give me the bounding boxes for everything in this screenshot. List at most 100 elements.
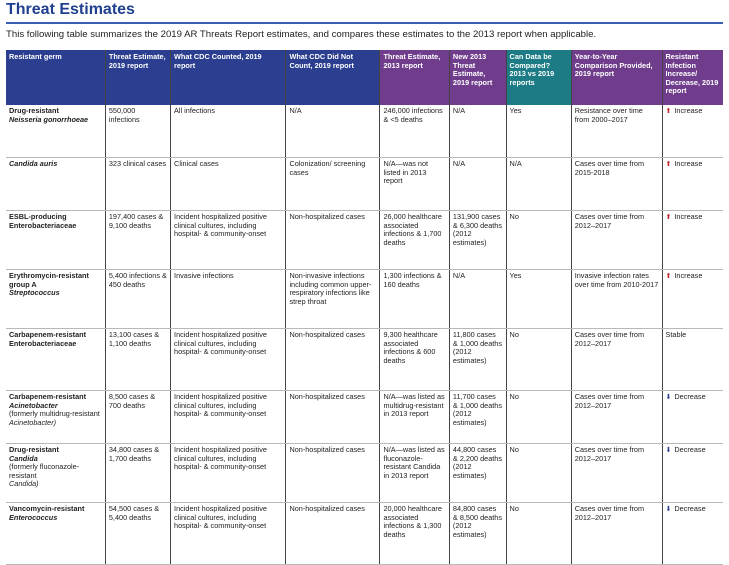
cell-new-2013-estimate: N/A xyxy=(448,105,507,158)
germ-name-part: Carbapenem-resistant Enterobacteriaceae xyxy=(9,330,87,348)
cell-threat-estimate-2019: 54,500 cases & 5,400 deaths xyxy=(104,502,171,565)
germ-name-part: Neisseria gonorrhoeae xyxy=(9,114,89,124)
cell-threat-estimate-2019: 8,500 cases & 700 deaths xyxy=(104,390,171,444)
trend-label: Decrease xyxy=(674,504,706,513)
cell-can-data-be-compared: No xyxy=(505,443,572,503)
cell-what-cdc-counted: Incident hospitalized positive clinical … xyxy=(170,390,286,444)
arrow-down-icon: ⬇ xyxy=(665,506,672,513)
cell-what-cdc-did-not-count: Colonization/ screening cases xyxy=(285,157,380,211)
cell-year-to-year-comparison: Cases over time from 2012–2017 xyxy=(570,210,663,270)
cell-can-data-be-compared: N/A xyxy=(505,157,572,211)
table-row: Erythromycin-resistant group A Streptococ… xyxy=(6,269,723,329)
cell-resistant-germ: Vancomycin-resistant Enterococcus xyxy=(6,502,106,565)
cell-new-2013-estimate: 84,800 cases & 8,500 deaths (2012 estima… xyxy=(448,502,507,565)
table-row: Drug-resistant Candida (formerly fluconazo… xyxy=(6,443,723,503)
germ-name-part: Carbapenem-resistant xyxy=(9,392,87,401)
cell-what-cdc-did-not-count: N/A xyxy=(285,105,380,158)
cell-threat-estimate-2013: 9,300 healthcare associated infections &… xyxy=(379,328,450,391)
cell-what-cdc-did-not-count: Non-hospitalized cases xyxy=(285,390,380,444)
germ-name-part: Streptococcus xyxy=(9,288,60,298)
trend-label: Decrease xyxy=(674,392,706,401)
germ-name-part: Candida) xyxy=(9,479,39,489)
cell-can-data-be-compared: No xyxy=(505,210,572,270)
trend-label: Increase xyxy=(674,212,703,221)
cell-new-2013-estimate: 131,900 cases & 6,300 deaths (2012 estim… xyxy=(448,210,507,270)
title-divider xyxy=(6,22,723,24)
arrow-up-icon: ⬆ xyxy=(665,161,672,168)
cell-threat-estimate-2013: 26,000 healthcare associated infections … xyxy=(379,210,450,270)
germ-name-part: Candida xyxy=(9,453,38,463)
cell-increase-decrease: ⬇ Decrease xyxy=(661,390,723,444)
cell-increase-decrease: ⬆ Increase xyxy=(661,157,723,211)
cell-new-2013-estimate: 44,800 cases & 2,200 deaths (2012 estima… xyxy=(448,443,507,503)
arrow-up-icon: ⬆ xyxy=(665,214,672,221)
header-resistant-germ: Resistant germ xyxy=(6,50,106,105)
cell-resistant-germ: Erythromycin-resistant group A Streptococ… xyxy=(6,269,106,329)
cell-what-cdc-did-not-count: Non-invasive infections including common… xyxy=(285,269,380,329)
germ-name-part: ESBL-producing Enterobacteriaceae xyxy=(9,212,77,230)
cell-resistant-germ: Drug-resistant Neisseria gonorrhoeae xyxy=(6,105,106,158)
arrow-down-icon: ⬇ xyxy=(665,447,672,454)
table-row: ESBL-producing Enterobacteriaceae 197,400… xyxy=(6,210,723,270)
cell-increase-decrease: Stable xyxy=(661,328,723,391)
cell-year-to-year-comparison: Cases over time from 2012–2017 xyxy=(570,502,663,565)
germ-name-part: Erythromycin-resistant group A xyxy=(9,271,89,289)
header-threat-estimate-2013: Threat Estimate, 2013 report xyxy=(379,50,450,105)
germ-name-part: Candida auris xyxy=(9,159,58,168)
cell-threat-estimate-2013: 20,000 healthcare associated infections … xyxy=(379,502,450,565)
germ-name-part: Vancomycin-resistant xyxy=(9,504,85,513)
cell-resistant-germ: Carbapenem-resistant Acinetobacter (former… xyxy=(6,390,106,444)
cell-threat-estimate-2019: 13,100 cases & 1,100 deaths xyxy=(104,328,171,391)
cell-year-to-year-comparison: Resistance over time from 2000–2017 xyxy=(570,105,663,158)
header-can-data-be-compared: Can Data be Compared? 2013 vs 2019 repor… xyxy=(505,50,572,105)
cell-what-cdc-counted: Incident hospitalized positive clinical … xyxy=(170,443,286,503)
trend-label: Increase xyxy=(674,271,703,280)
cell-threat-estimate-2019: 323 clinical cases xyxy=(104,157,171,211)
cell-resistant-germ: ESBL-producing Enterobacteriaceae xyxy=(6,210,106,270)
cell-threat-estimate-2019: 5,400 infections & 450 deaths xyxy=(104,269,171,329)
cell-can-data-be-compared: No xyxy=(505,502,572,565)
cell-what-cdc-counted: Invasive infections xyxy=(170,269,286,329)
header-year-to-year-comparison: Year-to-Year Comparison Provided, 2019 r… xyxy=(570,50,663,105)
cell-threat-estimate-2013: 246,000 infections & <5 deaths xyxy=(379,105,450,158)
cell-can-data-be-compared: Yes xyxy=(505,269,572,329)
cell-increase-decrease: ⬆ Increase xyxy=(661,269,723,329)
cell-what-cdc-did-not-count: Non-hospitalized cases xyxy=(285,210,380,270)
cell-what-cdc-counted: Incident hospitalized positive clinical … xyxy=(170,210,286,270)
cell-resistant-germ: Candida auris xyxy=(6,157,106,211)
page-subtitle: This following table summarizes the 2019… xyxy=(6,29,597,40)
cell-increase-decrease: ⬆ Increase xyxy=(661,210,723,270)
cell-what-cdc-counted: Incident hospitalized positive clinical … xyxy=(170,502,286,565)
table-row: Carbapenem-resistant Acinetobacter (former… xyxy=(6,390,723,444)
cell-new-2013-estimate: N/A xyxy=(448,269,507,329)
cell-year-to-year-comparison: Cases over time from 2015-2018 xyxy=(570,157,663,211)
cell-resistant-germ: Carbapenem-resistant Enterobacteriaceae xyxy=(6,328,106,391)
cell-threat-estimate-2013: 1,300 infections & 160 deaths xyxy=(379,269,450,329)
cell-what-cdc-did-not-count: Non-hospitalized cases xyxy=(285,443,380,503)
cell-new-2013-estimate: N/A xyxy=(448,157,507,211)
header-what-cdc-did-not-count: What CDC Did Not Count, 2019 report xyxy=(285,50,380,105)
cell-year-to-year-comparison: Cases over time from 2012–2017 xyxy=(570,390,663,444)
germ-name-part: Acinetobacter xyxy=(9,400,58,410)
threat-estimates-table: Resistant germ Threat Estimate, 2019 rep… xyxy=(6,50,723,565)
cell-increase-decrease: ⬇ Decrease xyxy=(661,443,723,503)
cell-year-to-year-comparison: Invasive infection rates over time from … xyxy=(570,269,663,329)
cell-threat-estimate-2013: N/A—was listed as fluconazole-resistant … xyxy=(379,443,450,503)
trend-label: Decrease xyxy=(674,445,706,454)
cell-new-2013-estimate: 11,800 cases & 1,000 deaths (2012 estima… xyxy=(448,328,507,391)
trend-label: Stable xyxy=(665,330,687,339)
germ-name-part: Enterococcus xyxy=(9,512,58,522)
cell-increase-decrease: ⬆ Increase xyxy=(661,105,723,158)
table-row: Candida auris 323 clinical cases Clinical … xyxy=(6,157,723,211)
cell-what-cdc-did-not-count: Non-hospitalized cases xyxy=(285,502,380,565)
cell-threat-estimate-2019: 197,400 cases & 9,100 deaths xyxy=(104,210,171,270)
cell-what-cdc-counted: All infections xyxy=(170,105,286,158)
germ-name-part: Acinetobacter) xyxy=(9,417,57,427)
table-row: Drug-resistant Neisseria gonorrhoeae 550,0… xyxy=(6,105,723,158)
cell-year-to-year-comparison: Cases over time from 2012–2017 xyxy=(570,328,663,391)
header-increase-decrease: Resistant Infection Increase/ Decrease, … xyxy=(661,50,723,105)
cell-increase-decrease: ⬇ Decrease xyxy=(661,502,723,565)
cell-resistant-germ: Drug-resistant Candida (formerly fluconazo… xyxy=(6,443,106,503)
germ-name-part: (formerly multidrug-resistant xyxy=(9,409,100,419)
cell-what-cdc-did-not-count: Non-hospitalized cases xyxy=(285,328,380,391)
